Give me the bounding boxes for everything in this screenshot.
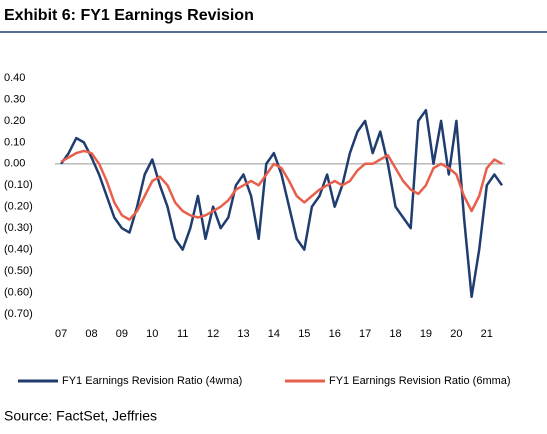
x-tick-label: 14 [268,328,280,340]
x-tick-label: 19 [420,328,432,340]
legend-label: FY1 Earnings Revision Ratio (6mma) [329,375,511,387]
x-tick-label: 13 [237,328,249,340]
x-tick-label: 11 [177,328,188,340]
legend-label: FY1 Earnings Revision Ratio (4wma) [62,375,242,387]
x-tick-label: 10 [146,328,158,340]
x-tick-label: 17 [359,328,371,340]
x-tick-label: 16 [329,328,341,340]
x-tick-label: 08 [85,328,97,340]
x-tick-label: 15 [298,328,310,340]
y-tick-label: 0.00 [4,158,25,170]
y-tick-label: (0.10) [4,179,33,191]
series-line [60,108,504,299]
chart-title: Exhibit 6: FY1 Earnings Revision [4,7,254,24]
x-tick-label: 07 [55,328,67,340]
x-tick-label: 18 [389,328,401,340]
source: Source: FactSet, Jeffries [4,408,157,424]
x-tick-label: 09 [116,328,128,340]
y-tick-label: (0.60) [4,286,33,298]
x-tick-label: 21 [481,328,493,340]
y-tick-label: 0.30 [4,93,25,105]
x-tick-label: 20 [450,328,462,340]
y-tick-label: (0.20) [4,201,33,213]
y-tick-label: 0.40 [4,72,25,84]
series-line [60,149,503,221]
y-tick-label: (0.70) [4,308,33,320]
y-tick-label: 0.20 [4,115,25,127]
y-tick-label: (0.50) [4,265,33,277]
y-tick-label: (0.40) [4,244,33,256]
x-tick-label: 12 [207,328,219,340]
y-tick-label: (0.30) [4,222,33,234]
y-tick-label: 0.10 [4,136,25,148]
